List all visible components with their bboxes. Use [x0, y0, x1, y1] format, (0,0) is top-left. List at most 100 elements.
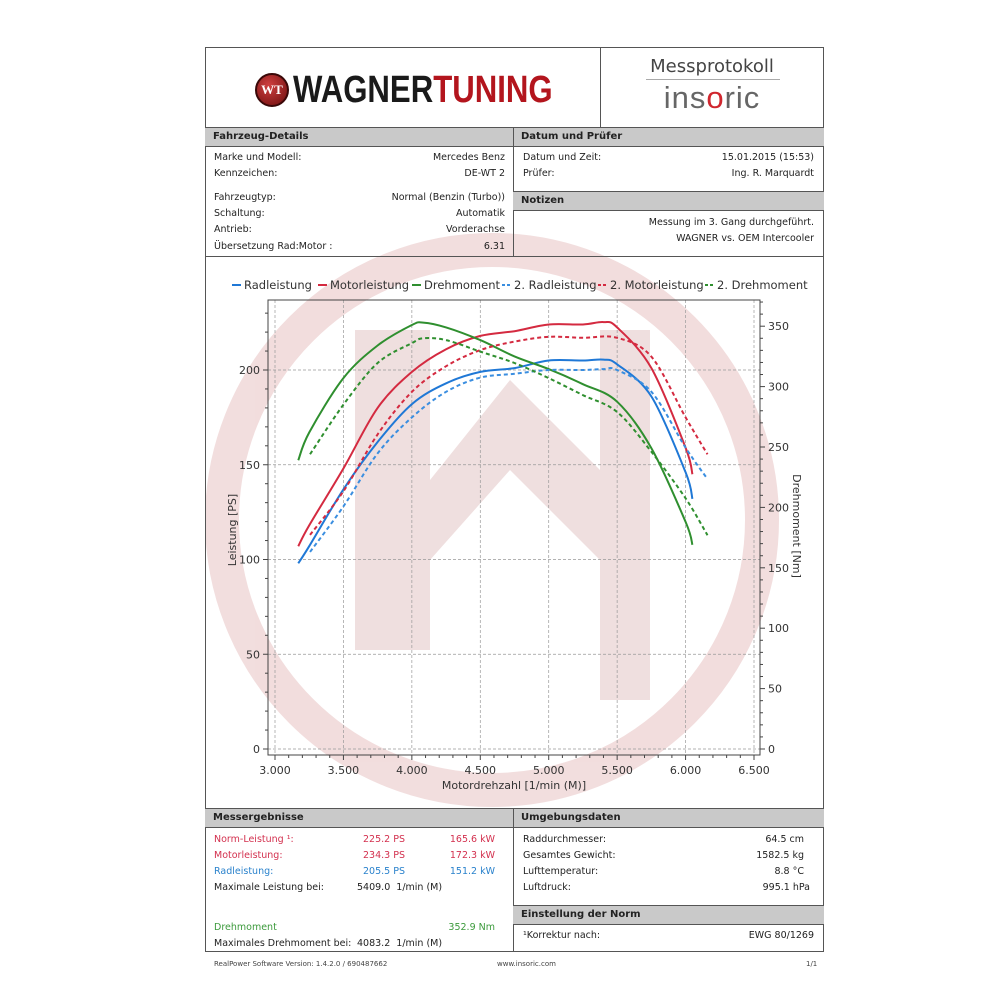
- wt-emblem-icon: WT: [255, 73, 289, 107]
- y2-tick-label: 250: [768, 441, 789, 454]
- report-page: [205, 47, 824, 952]
- insoric-logo: insoric: [663, 80, 761, 115]
- y-tick-label: 0: [253, 743, 260, 756]
- vehicle-value: DE-WT 2: [464, 168, 505, 179]
- max-power-label: Maximale Leistung bei:: [214, 882, 324, 893]
- divider: [513, 808, 514, 952]
- series-line-drehmoment: [297, 321, 694, 546]
- x-tick-label: 3.500: [328, 764, 360, 777]
- note-line: Messung im 3. Gang durchgeführt.: [648, 217, 814, 228]
- env-label: Raddurchmesser:: [523, 834, 607, 845]
- y2-tick-label: 150: [768, 562, 789, 575]
- vehicle-label: Marke und Modell:: [214, 152, 302, 163]
- x-tick-label: 5.500: [601, 764, 633, 777]
- date-label: Datum und Zeit:: [523, 152, 602, 163]
- environment-heading: Umgebungsdaten: [513, 808, 824, 828]
- legend-label: 2. Motorleistung: [610, 278, 704, 292]
- vehicle-value: Normal (Benzin (Turbo)): [391, 192, 505, 203]
- env-value: 1582.5 kg: [756, 850, 804, 861]
- series-line-2-drehmoment: [309, 337, 709, 536]
- notes-heading: Notizen: [513, 191, 824, 211]
- env-value: 995.1 hPa: [762, 882, 810, 893]
- vehicle-value: 6.31: [483, 241, 505, 252]
- document-title: Messprotokoll: [650, 56, 774, 77]
- y2-tick-label: 50: [768, 683, 782, 696]
- norm-power-ps: 225.2 PS: [363, 834, 405, 845]
- divider: [600, 47, 601, 127]
- date-value: 15.01.2015 (15:53): [721, 152, 814, 163]
- vehicle-label: Übersetzung Rad:Motor :: [214, 241, 333, 252]
- examiner-label: Prüfer:: [523, 168, 555, 179]
- legend-label: Drehmoment: [424, 278, 500, 292]
- env-value: 64.5 cm: [765, 834, 804, 845]
- y-tick-label: 100: [239, 554, 260, 567]
- vehicle-details-heading: Fahrzeug-Details: [205, 127, 514, 147]
- vehicle-value: Automatik: [456, 208, 505, 219]
- y2-axis-label: Drehmoment [Nm]: [790, 474, 803, 578]
- correction-value: EWG 80/1269: [748, 930, 814, 941]
- max-torque-label: Maximales Drehmoment bei:: [214, 938, 352, 949]
- date-heading: Datum und Prüfer: [513, 127, 824, 147]
- plot-frame: [267, 299, 761, 756]
- norm-setting-heading: Einstellung der Norm: [513, 905, 824, 925]
- software-version: RealPower Software Version: 1.4.2.0 / 69…: [214, 960, 388, 968]
- x-tick-label: 5.000: [533, 764, 565, 777]
- website-link[interactable]: www.insoric.com: [497, 960, 556, 968]
- env-label: Gesamtes Gewicht:: [523, 850, 616, 861]
- correction-label: ¹Korrektur nach:: [523, 930, 601, 941]
- motor-power-ps: 234.3 PS: [363, 850, 405, 861]
- max-power-rpm: 5409.0 1/min (M): [357, 882, 443, 893]
- max-torque-rpm: 4083.2 1/min (M): [357, 938, 443, 949]
- legend-label: Motorleistung: [330, 278, 409, 292]
- motor-power-kw: 172.3 kW: [449, 850, 495, 861]
- env-label: Luftdruck:: [523, 882, 571, 893]
- x-tick-label: 6.500: [738, 764, 770, 777]
- y-tick-label: 50: [246, 648, 260, 661]
- x-tick-label: 3.000: [259, 764, 291, 777]
- series-line-2-motorleistung: [309, 335, 709, 536]
- wheel-power-kw: 151.2 kW: [449, 866, 495, 877]
- x-axis-label: Motordrehzahl [1/min (M)]: [442, 779, 586, 792]
- divider: [205, 256, 824, 257]
- series-line-radleistung: [297, 358, 694, 564]
- x-tick-label: 6.000: [670, 764, 702, 777]
- y-tick-label: 200: [239, 364, 260, 377]
- env-label: Lufttemperatur:: [523, 866, 599, 877]
- wagner-tuning-logo: WT WAGNERTUNING: [255, 68, 610, 111]
- norm-power-kw: 165.6 kW: [449, 834, 495, 845]
- x-tick-label: 4.500: [465, 764, 497, 777]
- legend-label: 2. Radleistung: [514, 278, 597, 292]
- vehicle-value: Vorderachse: [446, 224, 505, 235]
- y2-tick-label: 350: [768, 320, 789, 333]
- legend-label: 2. Drehmoment: [717, 278, 808, 292]
- page-number: 1/1: [806, 960, 818, 968]
- results-heading: Messergebnisse: [205, 808, 514, 828]
- motor-power-label: Motorleistung:: [214, 850, 283, 861]
- wheel-power-label: Radleistung:: [214, 866, 274, 877]
- brand-wagner: WAGNER: [293, 68, 434, 111]
- vehicle-label: Antrieb:: [214, 224, 252, 235]
- vehicle-value: Mercedes Benz: [432, 152, 505, 163]
- torque-value: 352.9 Nm: [448, 922, 495, 933]
- divider: [646, 79, 780, 80]
- y2-tick-label: 0: [768, 743, 775, 756]
- torque-label: Drehmoment: [214, 922, 277, 933]
- norm-power-label: Norm-Leistung ¹:: [214, 834, 294, 845]
- x-tick-label: 4.000: [396, 764, 428, 777]
- y-axis-label: Leistung [PS]: [226, 494, 239, 566]
- y2-tick-label: 200: [768, 501, 789, 514]
- series-line-2-radleistung: [309, 367, 709, 553]
- legend-label: Radleistung: [244, 278, 312, 292]
- vehicle-label: Kennzeichen:: [214, 168, 278, 179]
- y2-tick-label: 300: [768, 381, 789, 394]
- vehicle-label: Schaltung:: [214, 208, 265, 219]
- examiner-value: Ing. R. Marquardt: [731, 168, 814, 179]
- vehicle-label: Fahrzeugtyp:: [214, 192, 276, 203]
- y-tick-label: 150: [239, 459, 260, 472]
- series-line-motorleistung: [297, 320, 694, 547]
- note-line: WAGNER vs. OEM Intercooler: [676, 233, 814, 244]
- brand-tuning: TUNING: [433, 68, 553, 111]
- y2-tick-label: 100: [768, 622, 789, 635]
